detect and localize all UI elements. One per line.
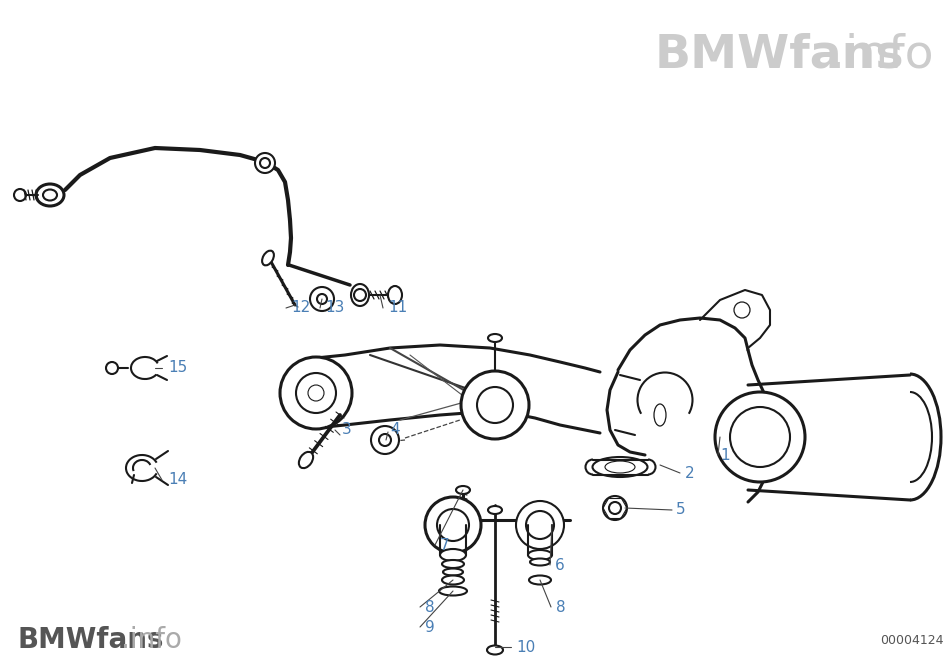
Text: .info: .info	[121, 626, 181, 654]
Text: 8: 8	[556, 600, 565, 614]
Ellipse shape	[299, 452, 314, 468]
Text: 5: 5	[676, 503, 686, 517]
Circle shape	[526, 511, 554, 539]
Text: .info: .info	[830, 33, 934, 78]
Circle shape	[106, 362, 118, 374]
Circle shape	[477, 387, 513, 423]
Ellipse shape	[43, 190, 57, 201]
Ellipse shape	[593, 457, 648, 477]
Text: 12: 12	[291, 301, 311, 315]
Ellipse shape	[488, 334, 502, 342]
Text: BMWfans: BMWfans	[18, 626, 164, 654]
Circle shape	[317, 294, 327, 304]
Circle shape	[14, 189, 26, 201]
Ellipse shape	[388, 286, 402, 304]
Circle shape	[734, 302, 750, 318]
Ellipse shape	[654, 404, 666, 426]
Ellipse shape	[442, 575, 464, 585]
Ellipse shape	[529, 575, 551, 585]
Circle shape	[371, 426, 399, 454]
Text: 00004124: 00004124	[880, 634, 943, 646]
Text: 10: 10	[516, 640, 535, 654]
Circle shape	[379, 434, 391, 446]
Circle shape	[437, 509, 469, 541]
Text: 11: 11	[388, 301, 408, 315]
Ellipse shape	[439, 587, 467, 595]
Circle shape	[425, 497, 481, 553]
Circle shape	[461, 371, 529, 439]
Circle shape	[354, 289, 366, 301]
Ellipse shape	[488, 506, 502, 514]
Text: 6: 6	[555, 557, 564, 573]
Text: 15: 15	[168, 360, 187, 376]
Ellipse shape	[530, 559, 550, 565]
Ellipse shape	[262, 251, 274, 265]
Ellipse shape	[528, 550, 552, 560]
Ellipse shape	[351, 284, 369, 306]
Circle shape	[730, 407, 790, 467]
Text: 8: 8	[425, 600, 434, 614]
Circle shape	[310, 287, 334, 311]
Circle shape	[280, 357, 352, 429]
Circle shape	[715, 392, 805, 482]
Text: 1: 1	[720, 448, 730, 462]
Circle shape	[609, 502, 621, 514]
Text: 2: 2	[685, 465, 694, 481]
Text: 7: 7	[440, 537, 449, 553]
Circle shape	[516, 501, 564, 549]
Circle shape	[308, 385, 324, 401]
Text: 13: 13	[325, 301, 344, 315]
Circle shape	[603, 496, 627, 520]
Text: 3: 3	[342, 422, 352, 438]
Text: BMWfans: BMWfans	[655, 33, 904, 78]
Ellipse shape	[605, 461, 635, 473]
Text: 9: 9	[425, 620, 435, 634]
Circle shape	[255, 153, 275, 173]
Ellipse shape	[456, 486, 470, 494]
Ellipse shape	[440, 549, 466, 561]
Ellipse shape	[442, 560, 464, 568]
Text: 4: 4	[390, 422, 400, 438]
Ellipse shape	[487, 646, 503, 654]
Text: 14: 14	[168, 473, 187, 487]
Ellipse shape	[36, 184, 64, 206]
Circle shape	[296, 373, 336, 413]
Ellipse shape	[443, 569, 463, 575]
Circle shape	[260, 158, 270, 168]
